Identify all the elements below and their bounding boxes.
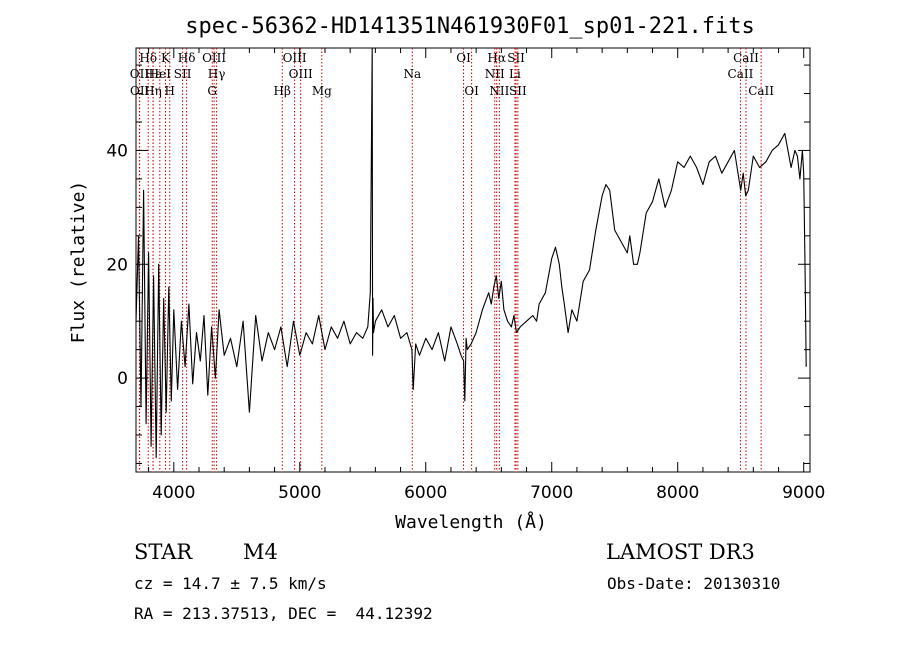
line-label-24: Li	[509, 67, 521, 81]
line-label-5: K	[161, 51, 171, 65]
line-label-22: NII	[489, 84, 509, 98]
x-tick-label-3: 7000	[530, 483, 573, 503]
line-label-8: SII	[174, 67, 192, 81]
line-label-0: Hδ	[139, 51, 157, 65]
y-tick-label-2: 40	[106, 141, 128, 161]
x-tick-label-5: 9000	[782, 483, 825, 503]
x-tick-label-2: 6000	[404, 483, 447, 503]
line-label-15: OIII	[289, 67, 313, 81]
object-class: STAR	[134, 540, 193, 564]
line-label-23: SII	[507, 51, 525, 65]
object-subclass: M4	[243, 540, 278, 564]
spectrum-series	[135, 47, 807, 459]
line-label-12: G	[207, 84, 217, 98]
line-label-7: H	[165, 84, 175, 98]
y-tick-label-0: 0	[117, 369, 128, 389]
line-label-6: HeI	[149, 67, 172, 81]
plot-frame	[135, 47, 811, 473]
line-label-17: Na	[403, 67, 421, 81]
line-label-2: OII	[130, 84, 150, 98]
x-tick-label-4: 8000	[656, 483, 699, 503]
line-label-27: CaII	[728, 67, 754, 81]
x-axis-label: Wavelength (Å)	[395, 511, 547, 533]
line-label-26: CaII	[733, 51, 759, 65]
line-label-14: OIII	[283, 51, 307, 65]
chart-title: spec-56362-HD141351N461930F01_sp01-221.f…	[185, 14, 755, 39]
ra-dec-coordinates: RA = 213.37513, DEC = 44.12392	[134, 604, 433, 623]
y-axis-label: Flux (relative)	[68, 181, 89, 344]
line-label-13: Hβ	[274, 84, 291, 98]
line-label-4: Hη	[144, 84, 162, 98]
redshift-cz: cz = 14.7 ± 7.5 km/s	[134, 574, 327, 593]
survey-name: LAMOST DR3	[606, 540, 755, 564]
line-label-21: NII	[485, 67, 505, 81]
line-label-11: Hγ	[208, 67, 226, 81]
line-label-19: OI	[464, 84, 479, 98]
line-label-9: Hδ	[178, 51, 196, 65]
x-tick-label-1: 5000	[278, 483, 321, 503]
x-tick-label-0: 4000	[152, 483, 195, 503]
line-label-20: Hα	[487, 51, 506, 65]
series-0-line	[135, 47, 807, 459]
line-label-25: SII	[509, 84, 527, 98]
observation-date: Obs-Date: 20130310	[607, 574, 781, 593]
line-label-18: OI	[456, 51, 471, 65]
axis-ticks: 4000 5000 6000 7000 8000 9000 0 20 40	[106, 48, 825, 503]
y-tick-label-1: 20	[106, 255, 128, 275]
line-label-10: OIII	[202, 51, 226, 65]
line-label-28: CaII	[748, 84, 774, 98]
line-label-16: Mg	[312, 84, 332, 98]
